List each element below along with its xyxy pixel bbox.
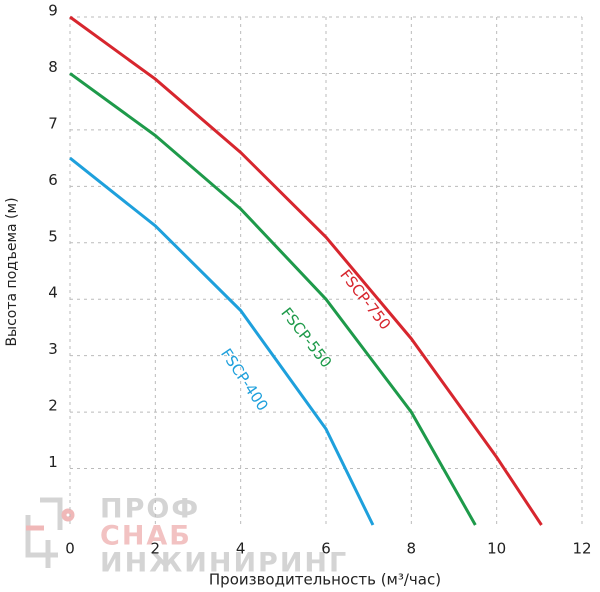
- x-tick-label: 12: [572, 540, 591, 558]
- x-tick-label: 0: [65, 540, 75, 558]
- watermark-line: ПРОФ: [100, 494, 200, 525]
- x-tick-label: 10: [487, 540, 506, 558]
- watermark-icon: [25, 497, 75, 568]
- series-line: [69, 156, 375, 526]
- y-tick-label: 4: [48, 284, 58, 302]
- x-tick-label: 8: [407, 540, 417, 558]
- y-tick-label: 2: [48, 397, 58, 415]
- series-line: [69, 15, 543, 526]
- y-axis-label: Высота подъема (м): [4, 197, 20, 346]
- series-line: [69, 72, 477, 526]
- series-label: FSCP-550: [277, 304, 335, 371]
- y-tick-label: 1: [48, 453, 58, 471]
- y-tick-label: 5: [48, 227, 58, 245]
- y-tick-label: 9: [48, 2, 58, 20]
- y-tick-label: 8: [48, 58, 58, 76]
- watermark-line: ИНЖИНИРИНГ: [100, 548, 348, 579]
- y-tick-label: 3: [48, 340, 58, 358]
- series-label: FSCP-400: [217, 345, 272, 414]
- x-tick-label: 2: [151, 540, 161, 558]
- watermark-line: СНАБ: [100, 521, 192, 552]
- y-tick-label: 6: [48, 171, 58, 189]
- x-tick-label: 6: [321, 540, 331, 558]
- x-axis-label: Производительность (м³/час): [209, 571, 441, 589]
- y-tick-label: 7: [48, 114, 58, 132]
- x-tick-label: 4: [236, 540, 246, 558]
